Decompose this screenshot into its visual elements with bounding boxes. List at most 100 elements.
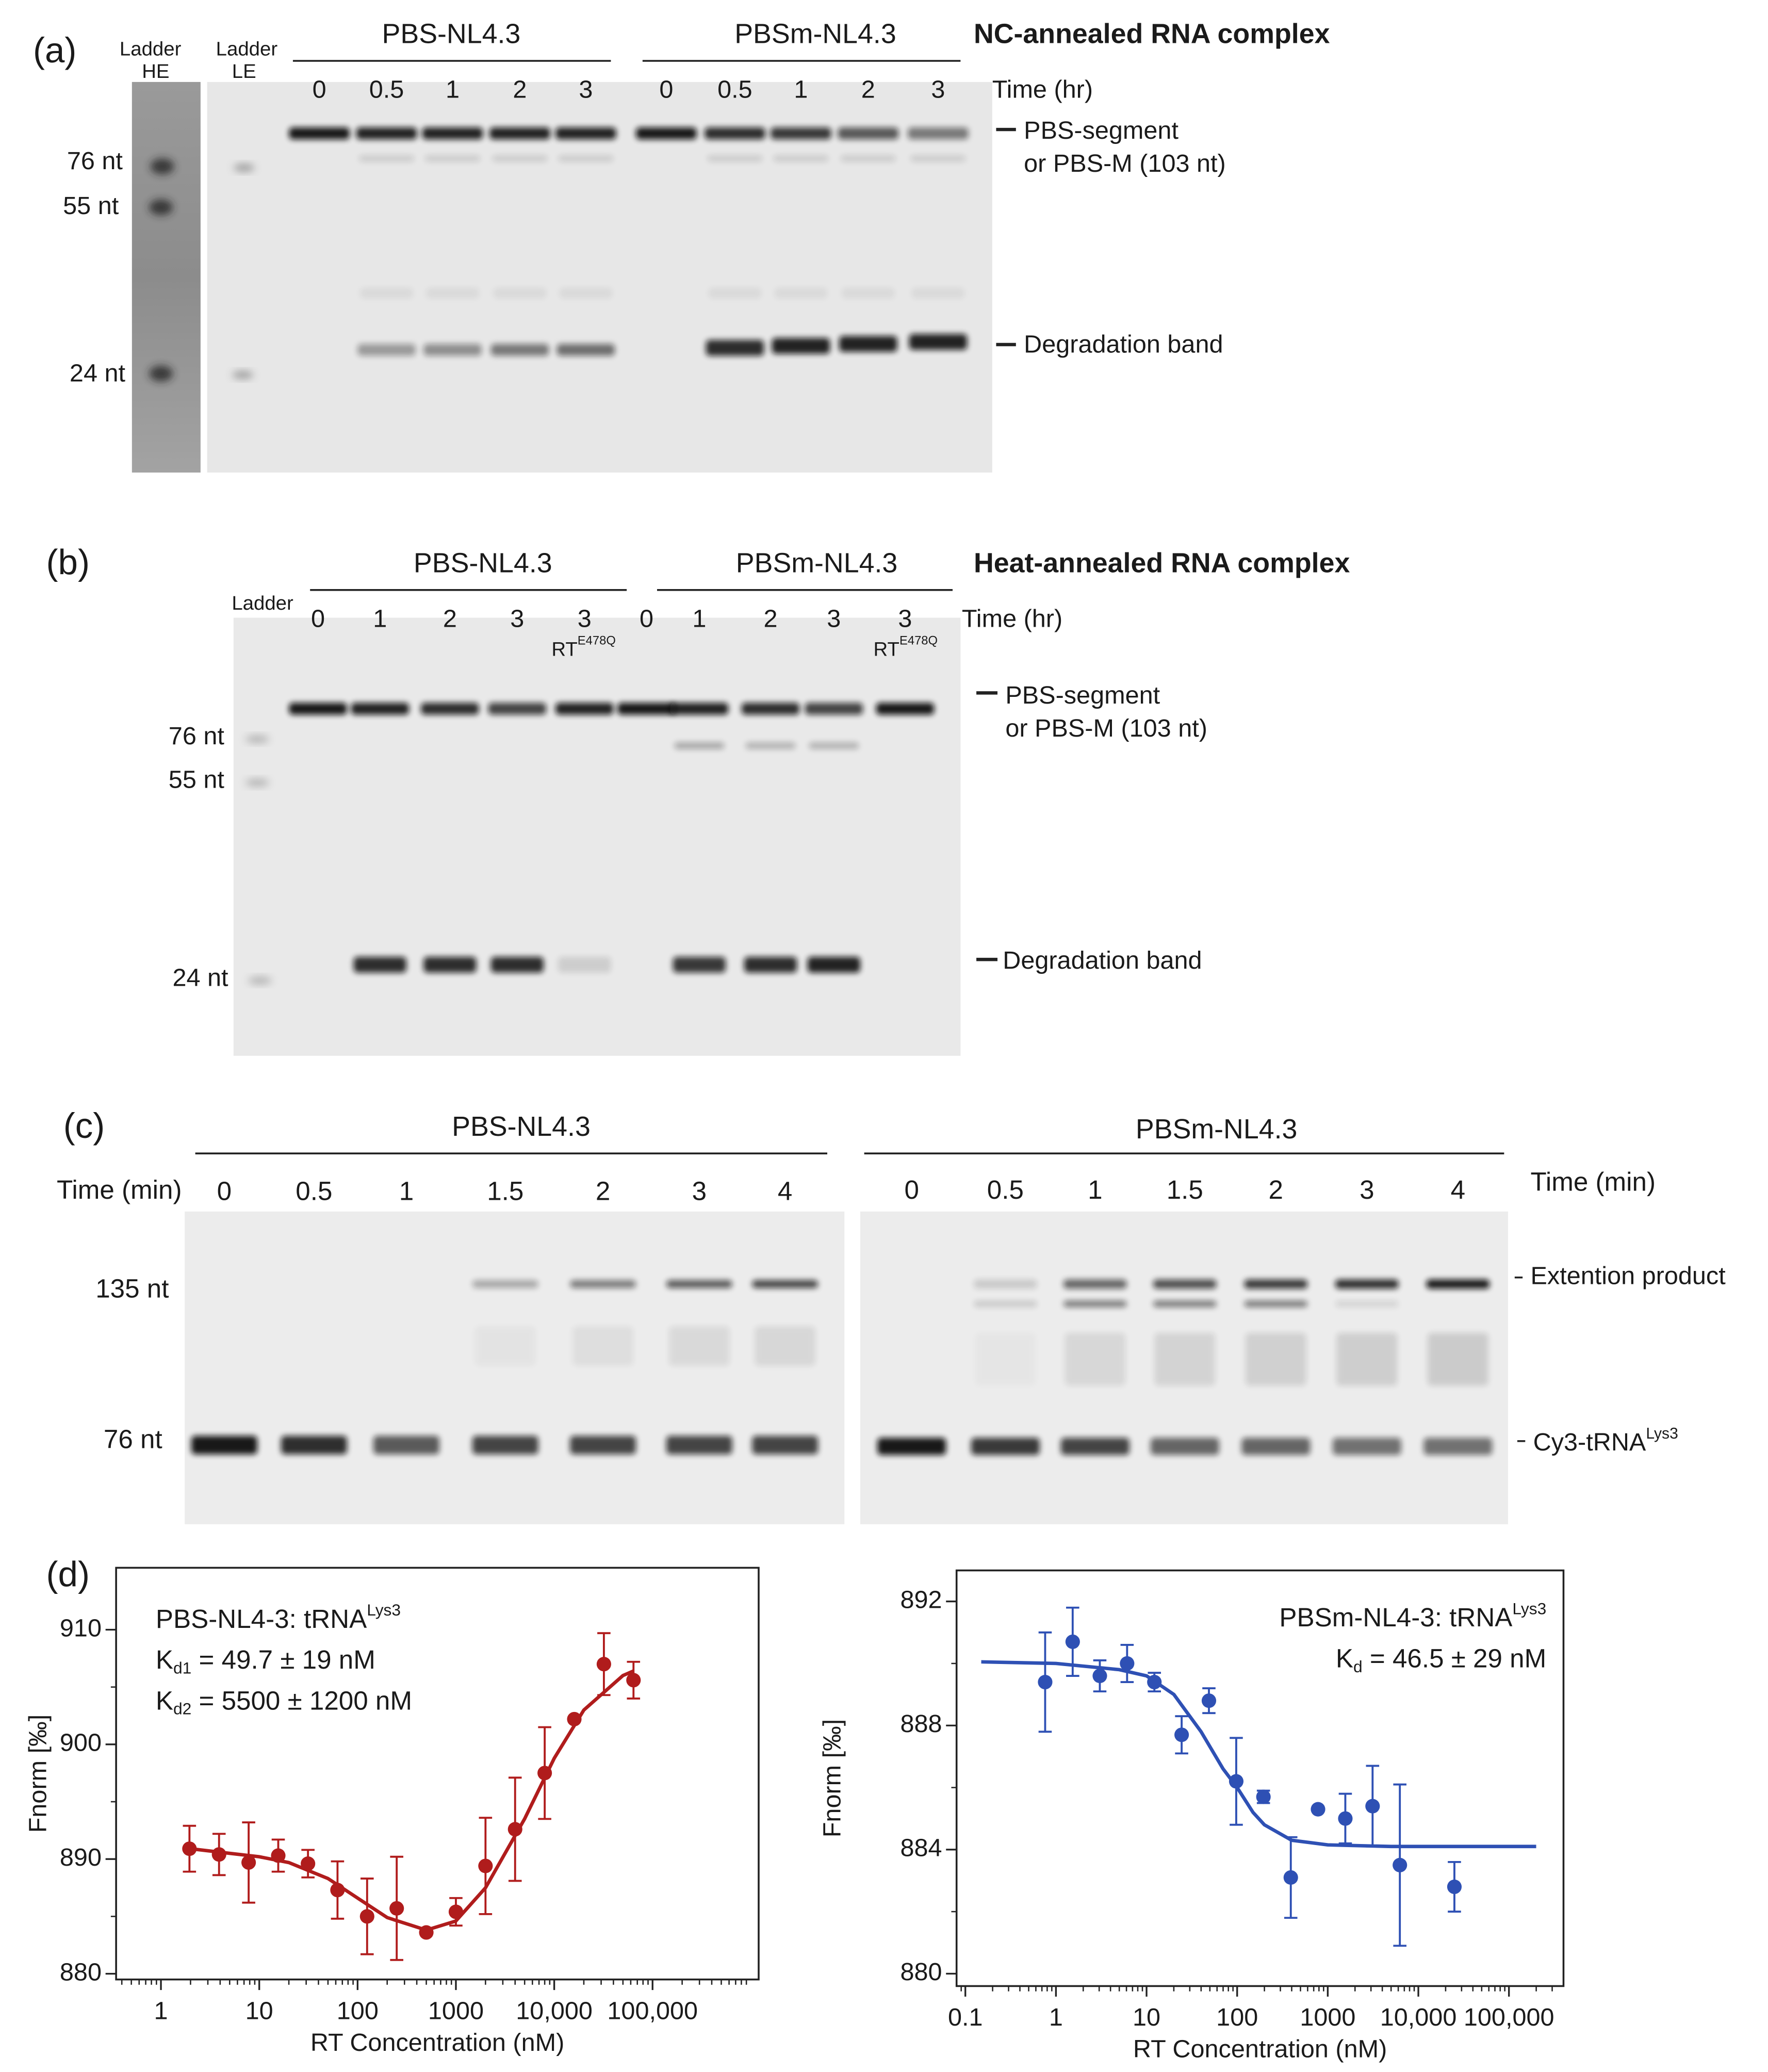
gel-band xyxy=(1336,1333,1398,1386)
gel-band xyxy=(1426,1279,1490,1289)
x-tick-label: 1 xyxy=(154,1997,168,2025)
gel-band xyxy=(1244,1300,1308,1308)
y-tick-label: 884 xyxy=(900,1834,942,1862)
lane-label: 1 xyxy=(1088,1175,1102,1204)
gel-band xyxy=(910,155,966,162)
lane-label: 0 xyxy=(313,76,326,104)
gel-band xyxy=(752,1435,818,1455)
text-part: d1 xyxy=(173,1659,191,1677)
gel-band xyxy=(705,127,765,140)
ladder-band xyxy=(245,778,269,787)
gel-band xyxy=(840,155,896,162)
data-point xyxy=(1092,1668,1107,1684)
group-label: PBSm-NL4.3 xyxy=(736,547,897,578)
ladder-band xyxy=(149,365,173,382)
gel-band xyxy=(555,703,614,715)
gel-band xyxy=(877,1438,946,1455)
x-tick-label: 100,000 xyxy=(607,1997,698,2025)
data-point xyxy=(1311,1802,1325,1817)
gel-band xyxy=(666,1435,732,1455)
rt-label: RTE478Q xyxy=(551,634,616,661)
data-point xyxy=(1065,1634,1080,1649)
gel-band xyxy=(908,127,969,140)
data-point xyxy=(1229,1774,1244,1789)
lane-label: 0.5 xyxy=(369,76,404,104)
gel-band xyxy=(1063,1279,1127,1289)
gel-b xyxy=(233,617,961,1056)
gel-band xyxy=(353,957,406,973)
gel-band xyxy=(358,155,415,162)
lane-label: 3 xyxy=(1360,1175,1374,1204)
lane-label: 2 xyxy=(443,605,457,633)
plot-frame xyxy=(955,1569,1565,1987)
lane-label: 2 xyxy=(596,1176,610,1205)
ladder-band xyxy=(245,735,269,743)
lane-label: 0 xyxy=(659,76,673,104)
gel-band xyxy=(673,957,726,973)
gel-band xyxy=(572,1326,633,1366)
y-tick-label: 880 xyxy=(900,1958,942,1986)
y-tick-label: 890 xyxy=(60,1843,102,1871)
lane-label: 0 xyxy=(640,605,653,633)
size-marker: 135 nt xyxy=(95,1274,169,1303)
data-point xyxy=(389,1901,404,1916)
text-part: RT xyxy=(874,639,899,661)
ladder-label: HE xyxy=(142,60,169,83)
ladder-band xyxy=(248,976,272,985)
gel-band xyxy=(426,287,479,299)
ladder-band xyxy=(233,164,255,172)
x-tick-label: 10 xyxy=(245,1997,273,2025)
size-marker: 76 nt xyxy=(67,147,123,175)
size-marker: 76 nt xyxy=(169,722,225,750)
y-tick-label: 910 xyxy=(60,1614,102,1642)
gel-band xyxy=(570,1435,636,1455)
gel-band xyxy=(807,957,860,973)
x-tick-label: 1000 xyxy=(428,1997,484,2025)
gel-band xyxy=(489,127,550,140)
x-tick-label: 100 xyxy=(1216,2003,1258,2031)
text-part: Lys3 xyxy=(367,1601,401,1619)
gel-band xyxy=(1060,1438,1129,1455)
band-label: Degradation band xyxy=(1003,947,1202,974)
band-label: Extention product xyxy=(1531,1262,1726,1290)
gel-band xyxy=(1241,1438,1311,1455)
lane-label: 1 xyxy=(373,605,387,633)
lane-label: 1 xyxy=(399,1176,414,1205)
gel-band xyxy=(424,155,481,162)
data-point xyxy=(1038,1674,1053,1690)
text-part: RT xyxy=(551,639,577,661)
text-part: K xyxy=(156,1686,173,1715)
band-label: Cy3-tRNALys3 xyxy=(1533,1425,1678,1456)
gel-band xyxy=(669,1326,730,1366)
gel-band xyxy=(773,155,829,162)
group-label: PBSm-NL4.3 xyxy=(1136,1114,1297,1145)
data-point xyxy=(1338,1811,1353,1826)
data-point xyxy=(359,1909,374,1924)
text-part: d2 xyxy=(173,1700,191,1718)
lane-label: 2 xyxy=(861,76,875,104)
gel-band xyxy=(555,127,616,140)
y-tick-label: 892 xyxy=(900,1586,942,1614)
gel-band xyxy=(755,1326,815,1366)
text-part: = 49.7 ± 19 nM xyxy=(191,1645,375,1674)
y-axis-label: Fnorm [‰] xyxy=(24,1715,52,1833)
y-axis-label: Fnorm [‰] xyxy=(818,1719,846,1837)
gel-band xyxy=(492,155,548,162)
ladder-label: LE xyxy=(232,60,256,83)
lane-label: 4 xyxy=(778,1176,792,1205)
gel-band xyxy=(706,340,764,356)
data-point xyxy=(1283,1870,1298,1885)
text-part: Cy3-tRNA xyxy=(1533,1428,1646,1456)
gel-band xyxy=(1153,1279,1217,1289)
ladder-label: Ladder xyxy=(216,38,278,60)
gel-band xyxy=(1244,1279,1308,1289)
gel-band xyxy=(770,127,831,140)
gel-band xyxy=(1154,1333,1216,1386)
lane-label: 2 xyxy=(1269,1175,1283,1204)
gel-band xyxy=(472,1280,538,1288)
rt-label: RTE478Q xyxy=(874,634,938,661)
gel-band xyxy=(472,1435,538,1455)
gel-band xyxy=(281,1435,347,1455)
text-part: PBSm-NL4-3: tRNA xyxy=(1279,1603,1513,1632)
